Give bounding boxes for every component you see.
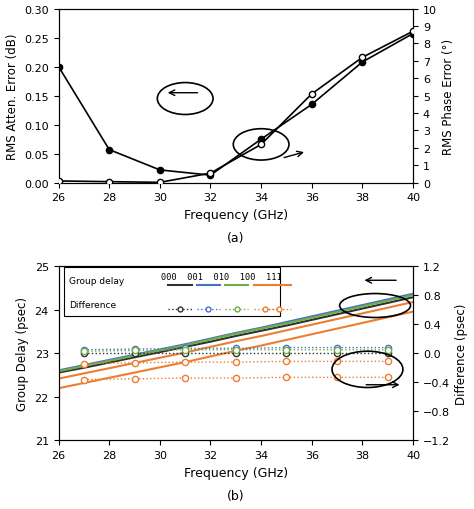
FancyBboxPatch shape <box>64 268 280 316</box>
Y-axis label: RMS Atten. Error (dB): RMS Atten. Error (dB) <box>6 33 18 159</box>
X-axis label: Frequency (GHz): Frequency (GHz) <box>184 209 288 221</box>
Text: Difference: Difference <box>69 300 116 309</box>
Text: (b): (b) <box>227 489 245 502</box>
X-axis label: Frequency (GHz): Frequency (GHz) <box>184 466 288 479</box>
Text: (a): (a) <box>227 232 245 245</box>
Text: 000  001  010  100  111: 000 001 010 100 111 <box>161 272 282 281</box>
Y-axis label: Group Delay (psec): Group Delay (psec) <box>16 297 29 411</box>
Text: Group delay: Group delay <box>69 276 125 285</box>
Y-axis label: RMS Phase Error (°): RMS Phase Error (°) <box>442 39 456 154</box>
Y-axis label: Difference (psec): Difference (psec) <box>456 303 468 404</box>
